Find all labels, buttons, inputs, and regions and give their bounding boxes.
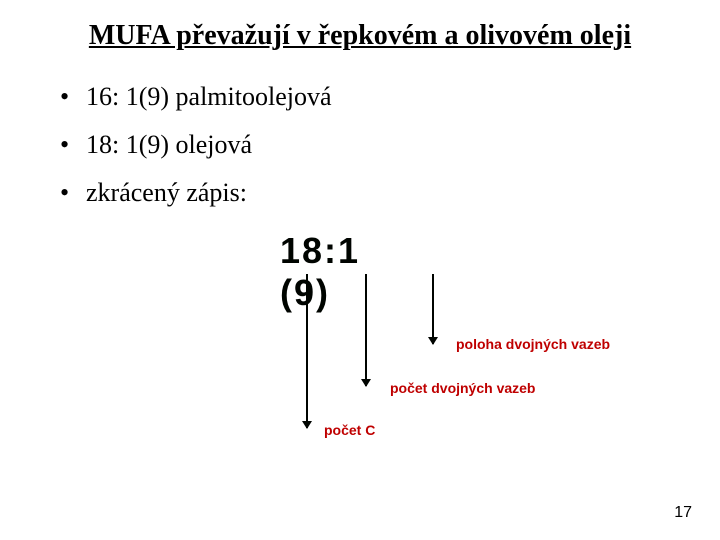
label-count: počet dvojných vazeb	[390, 380, 535, 396]
label-position: poloha dvojných vazeb	[456, 336, 610, 352]
slide-title: MUFA převažují v řepkovém a olivovém ole…	[0, 0, 720, 62]
arrow-carbon	[306, 274, 308, 428]
list-item: • 18: 1(9) olejová	[60, 130, 720, 160]
notation-text: 18:1 (9)	[280, 230, 360, 314]
bullet-dot: •	[60, 178, 86, 208]
bullet-text: 16: 1(9) palmitoolejová	[86, 82, 332, 112]
page-number: 17	[674, 504, 692, 522]
bullet-text: zkrácený zápis:	[86, 178, 247, 208]
bullet-text: 18: 1(9) olejová	[86, 130, 252, 160]
arrow-position	[432, 274, 434, 344]
bullet-list: • 16: 1(9) palmitoolejová • 18: 1(9) ole…	[0, 62, 720, 208]
arrow-count	[365, 274, 367, 386]
bullet-dot: •	[60, 82, 86, 112]
label-carbon: počet C	[324, 422, 375, 438]
bullet-dot: •	[60, 130, 86, 160]
list-item: • zkrácený zápis:	[60, 178, 720, 208]
list-item: • 16: 1(9) palmitoolejová	[60, 82, 720, 112]
